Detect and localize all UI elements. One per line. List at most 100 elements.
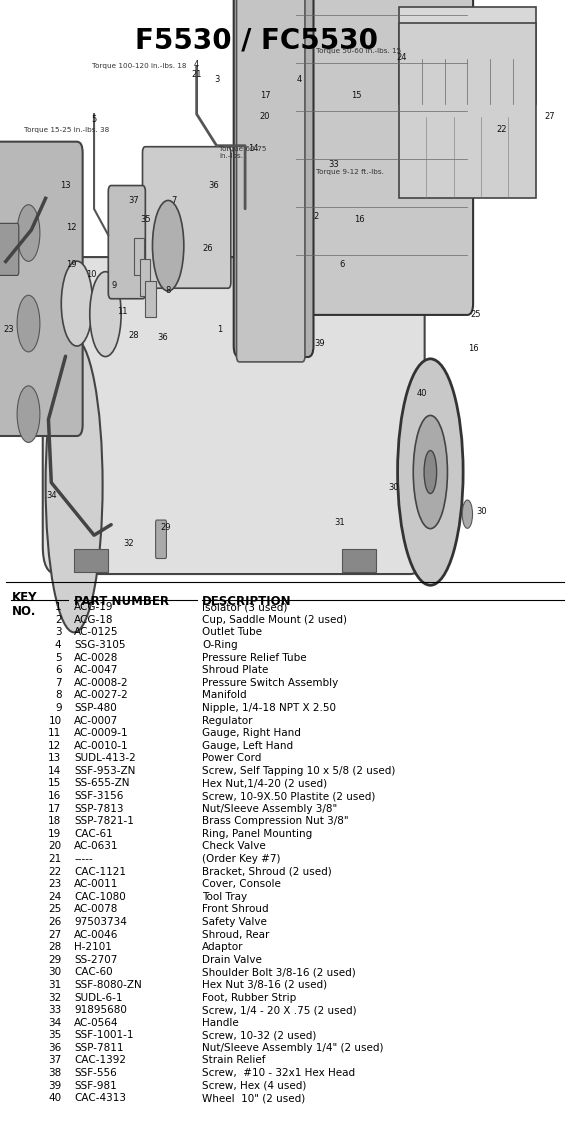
FancyBboxPatch shape [237, 0, 305, 362]
Text: Shroud, Rear: Shroud, Rear [202, 929, 270, 940]
FancyBboxPatch shape [140, 259, 150, 295]
Text: Torque 50-60 in.-lbs. 15: Torque 50-60 in.-lbs. 15 [316, 48, 402, 53]
Text: 23: 23 [3, 325, 14, 334]
FancyBboxPatch shape [399, 8, 536, 104]
Text: 31: 31 [334, 517, 344, 526]
Text: Front Shroud: Front Shroud [202, 904, 269, 915]
Text: Screw, 10-32 (2 used): Screw, 10-32 (2 used) [202, 1030, 317, 1040]
Text: SS-2707: SS-2707 [74, 954, 117, 964]
Text: Bracket, Shroud (2 used): Bracket, Shroud (2 used) [202, 867, 332, 876]
Text: 10: 10 [48, 715, 62, 726]
FancyBboxPatch shape [145, 281, 156, 317]
Text: 35: 35 [140, 215, 150, 224]
Text: Regulator: Regulator [202, 715, 253, 726]
FancyBboxPatch shape [74, 549, 108, 572]
Text: KEY
NO.: KEY NO. [11, 591, 37, 618]
Text: Gauge, Right Hand: Gauge, Right Hand [202, 728, 301, 738]
Text: 15: 15 [48, 779, 62, 789]
Text: CAC-1121: CAC-1121 [74, 867, 126, 876]
Text: O-Ring: O-Ring [202, 640, 238, 650]
Text: 36: 36 [209, 181, 219, 190]
Text: 15: 15 [351, 92, 361, 101]
Text: Wheel  10" (2 used): Wheel 10" (2 used) [202, 1094, 306, 1104]
Text: -----: ----- [74, 854, 93, 864]
Text: SSP-7813: SSP-7813 [74, 804, 124, 814]
Text: 9: 9 [111, 281, 117, 290]
Text: 1: 1 [55, 602, 62, 612]
Text: Torque 15-25 in.-lbs. 38: Torque 15-25 in.-lbs. 38 [24, 127, 109, 132]
Text: AC-0007: AC-0007 [74, 715, 119, 726]
Text: 19: 19 [66, 259, 76, 268]
Text: AC-0009-1: AC-0009-1 [74, 728, 129, 738]
Text: 5: 5 [55, 652, 62, 662]
Text: 24: 24 [397, 53, 407, 62]
Text: 3: 3 [214, 76, 219, 85]
Text: Shroud Plate: Shroud Plate [202, 666, 268, 675]
Text: Ring, Panel Mounting: Ring, Panel Mounting [202, 829, 312, 839]
Text: Handle: Handle [202, 1018, 239, 1028]
Text: 28: 28 [48, 942, 62, 952]
Text: H-2101: H-2101 [74, 942, 112, 952]
Text: 7: 7 [171, 197, 177, 206]
Text: (Order Key #7): (Order Key #7) [202, 854, 281, 864]
FancyBboxPatch shape [291, 0, 473, 315]
Text: F5530 / FC5530: F5530 / FC5530 [135, 26, 378, 54]
FancyBboxPatch shape [43, 257, 425, 574]
Text: SSP-7821-1: SSP-7821-1 [74, 816, 134, 826]
Text: 19: 19 [48, 829, 62, 839]
Text: Brass Compression Nut 3/8": Brass Compression Nut 3/8" [202, 816, 349, 826]
Text: 37: 37 [129, 197, 139, 206]
Text: Adaptor: Adaptor [202, 942, 244, 952]
Text: 32: 32 [48, 993, 62, 1003]
Ellipse shape [46, 338, 103, 633]
Text: ACG-19: ACG-19 [74, 602, 113, 612]
Text: SS-655-ZN: SS-655-ZN [74, 779, 129, 789]
Text: DESCRIPTION: DESCRIPTION [202, 595, 292, 608]
Text: SSF-3156: SSF-3156 [74, 791, 124, 801]
Text: 6: 6 [339, 259, 345, 268]
Text: 33: 33 [328, 160, 339, 169]
Text: Check Valve: Check Valve [202, 841, 266, 851]
Text: 22: 22 [48, 867, 62, 876]
Text: 25: 25 [471, 310, 481, 318]
Text: 36: 36 [48, 1043, 62, 1053]
Text: Cover, Console: Cover, Console [202, 880, 281, 890]
Text: 16: 16 [48, 791, 62, 801]
Text: AC-0564: AC-0564 [74, 1018, 119, 1028]
Text: Outlet Tube: Outlet Tube [202, 627, 262, 637]
Text: 21: 21 [192, 70, 202, 79]
Text: AC-0028: AC-0028 [74, 652, 119, 662]
Text: 39: 39 [314, 338, 324, 348]
Text: Tool Tray: Tool Tray [202, 892, 247, 902]
Text: Drain Valve: Drain Valve [202, 954, 262, 964]
FancyBboxPatch shape [142, 147, 231, 289]
FancyBboxPatch shape [134, 239, 144, 275]
Text: Screw, Hex (4 used): Screw, Hex (4 used) [202, 1081, 307, 1090]
Text: 21: 21 [48, 854, 62, 864]
Text: 23: 23 [48, 880, 62, 890]
Text: SSP-7811: SSP-7811 [74, 1043, 124, 1053]
Text: 17: 17 [260, 92, 270, 101]
Text: Screw,  #10 - 32x1 Hex Head: Screw, #10 - 32x1 Hex Head [202, 1069, 356, 1078]
Text: 4: 4 [296, 76, 302, 85]
Text: 18: 18 [48, 816, 62, 826]
Text: Pressure Switch Assembly: Pressure Switch Assembly [202, 678, 339, 688]
Text: Torque 9-12 ft.-lbs.: Torque 9-12 ft.-lbs. [316, 169, 384, 174]
Text: Screw, 10-9X.50 Plastite (2 used): Screw, 10-9X.50 Plastite (2 used) [202, 791, 376, 801]
Text: AC-0047: AC-0047 [74, 666, 119, 675]
Text: CAC-4313: CAC-4313 [74, 1094, 126, 1104]
Text: 26: 26 [203, 243, 213, 252]
Text: 16: 16 [354, 215, 364, 224]
Text: CAC-61: CAC-61 [74, 829, 113, 839]
Text: Hex Nut 3/8-16 (2 used): Hex Nut 3/8-16 (2 used) [202, 980, 328, 989]
Text: 16: 16 [468, 344, 478, 353]
Text: Cup, Saddle Mount (2 used): Cup, Saddle Mount (2 used) [202, 615, 347, 625]
Text: 10: 10 [86, 271, 96, 280]
Ellipse shape [17, 295, 40, 352]
Text: 5: 5 [91, 114, 97, 123]
Text: 8: 8 [165, 286, 171, 295]
Ellipse shape [62, 261, 92, 346]
Text: 13: 13 [48, 753, 62, 763]
Ellipse shape [17, 205, 40, 261]
Text: Pressure Relief Tube: Pressure Relief Tube [202, 652, 307, 662]
